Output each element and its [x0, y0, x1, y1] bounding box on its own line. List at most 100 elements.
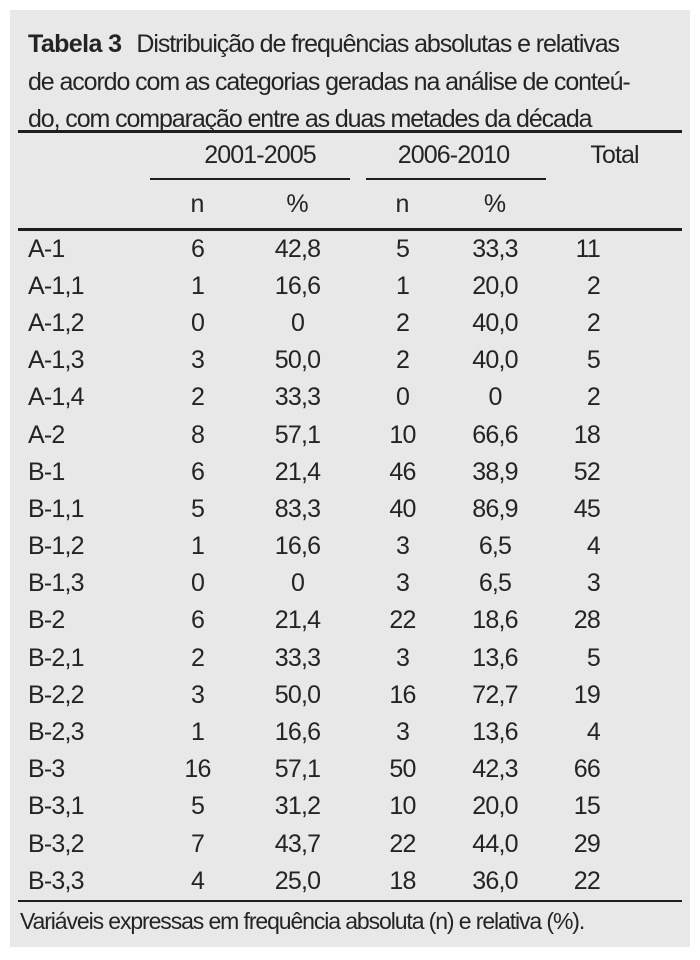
column-group-header-row: 2001-2005 2006-2010 Total — [18, 133, 682, 178]
cell-n-2006-2010: 16 — [389, 680, 416, 709]
table-panel: Tabela 3 Distribuição de frequências abso… — [10, 10, 690, 947]
cell-total: 29 — [573, 829, 601, 858]
row-category: B-1 — [28, 457, 65, 486]
table-row: B-2,2 3 50,0 16 72,7 19 — [18, 677, 682, 714]
cell-n-2001-2005: 1 — [190, 271, 205, 300]
cell-pct-2001-2005: 33,3 — [274, 643, 321, 672]
cell-pct-2006-2010: 6,5 — [478, 569, 512, 598]
row-category: B-3,1 — [28, 792, 85, 821]
cell-pct-2006-2010: 38,9 — [472, 457, 518, 486]
subheader-n-2001-2005: n — [190, 189, 205, 218]
group-underlines-row — [18, 177, 682, 180]
table-row: B-2,1 2 33,3 3 13,6 5 — [18, 640, 682, 677]
cell-pct-2001-2005: 0 — [290, 308, 305, 337]
subheader-n-2006-2010: n — [395, 189, 410, 218]
cell-n-2001-2005: 8 — [190, 420, 205, 449]
table-caption: Tabela 3 Distribuição de frequências abso… — [28, 26, 684, 139]
cell-pct-2001-2005: 16,6 — [274, 532, 321, 561]
cell-pct-2001-2005: 83,3 — [274, 494, 321, 523]
cell-pct-2006-2010: 40,0 — [472, 308, 518, 337]
cell-pct-2001-2005: 21,4 — [274, 606, 321, 635]
cell-n-2001-2005: 2 — [190, 383, 205, 412]
cell-n-2001-2005: 3 — [190, 346, 205, 375]
row-category: B-2,1 — [28, 643, 85, 672]
col-group-2001-2005: 2001-2005 — [204, 140, 316, 169]
cell-n-2001-2005: 6 — [190, 606, 205, 635]
cell-pct-2006-2010: 36,0 — [472, 866, 518, 895]
cell-total: 22 — [573, 866, 601, 895]
table-body: A-1 6 42,8 5 33,3 11 A-1,1 1 16,6 1 20,0 2 A-1,2 0 0 2 4… — [18, 231, 682, 900]
group-underline-2001-2005 — [150, 177, 350, 180]
group-underline-2006-2010 — [366, 177, 546, 180]
cell-n-2001-2005: 0 — [190, 569, 205, 598]
subheader-pct-2001-2005: % — [286, 189, 309, 218]
cell-pct-2001-2005: 57,1 — [274, 755, 321, 784]
cell-pct-2001-2005: 43,7 — [274, 829, 321, 858]
cell-n-2006-2010: 3 — [395, 718, 410, 747]
cell-n-2001-2005: 0 — [190, 308, 205, 337]
row-category: B-2 — [28, 606, 65, 635]
cell-total: 15 — [573, 792, 601, 821]
cell-n-2006-2010: 3 — [395, 532, 410, 561]
cell-total: 5 — [586, 643, 601, 672]
table-row: A-1 6 42,8 5 33,3 11 — [18, 231, 682, 268]
row-category: B-1,2 — [28, 532, 85, 561]
table-row: B-3,2 7 43,7 22 44,0 29 — [18, 826, 682, 863]
cell-total: 28 — [573, 606, 601, 635]
cell-pct-2006-2010: 72,7 — [472, 680, 518, 709]
cell-total: 5 — [586, 346, 601, 375]
cell-n-2006-2010: 40 — [389, 494, 416, 523]
cell-total: 4 — [586, 718, 601, 747]
cell-n-2001-2005: 16 — [184, 755, 211, 784]
cell-pct-2006-2010: 42,3 — [472, 755, 518, 784]
table-row: A-1,1 1 16,6 1 20,0 2 — [18, 268, 682, 305]
row-category: B-1,1 — [28, 494, 85, 523]
cell-n-2006-2010: 10 — [389, 792, 416, 821]
row-category: B-3 — [28, 755, 65, 784]
row-category: A-1,4 — [28, 383, 85, 412]
row-category: A-1,1 — [28, 271, 85, 300]
cell-pct-2006-2010: 66,6 — [472, 420, 518, 449]
cell-n-2006-2010: 1 — [395, 271, 410, 300]
cell-pct-2001-2005: 31,2 — [274, 792, 321, 821]
cell-n-2006-2010: 3 — [395, 569, 410, 598]
cell-pct-2006-2010: 20,0 — [472, 792, 518, 821]
subheader-row: n % n % — [18, 180, 682, 228]
cell-total: 2 — [586, 308, 601, 337]
table-row: B-1,2 1 16,6 3 6,5 4 — [18, 528, 682, 565]
cell-pct-2006-2010: 40,0 — [472, 346, 518, 375]
table-row: A-1,2 0 0 2 40,0 2 — [18, 305, 682, 342]
cell-n-2006-2010: 3 — [395, 643, 410, 672]
cell-n-2006-2010: 46 — [389, 457, 416, 486]
cell-pct-2001-2005: 16,6 — [274, 718, 321, 747]
cell-pct-2001-2005: 21,4 — [274, 457, 321, 486]
cell-pct-2001-2005: 16,6 — [274, 271, 321, 300]
cell-n-2006-2010: 5 — [395, 234, 410, 263]
cell-n-2006-2010: 10 — [389, 420, 416, 449]
cell-pct-2001-2005: 25,0 — [274, 866, 321, 895]
cell-pct-2006-2010: 0 — [488, 383, 502, 412]
caption-line-1: Tabela 3 Distribuição de frequências abso… — [28, 26, 684, 64]
cell-pct-2001-2005: 33,3 — [274, 383, 321, 412]
cell-n-2006-2010: 22 — [389, 829, 416, 858]
rule-bottom — [18, 899, 682, 903]
cell-n-2001-2005: 6 — [190, 234, 205, 263]
cell-n-2006-2010: 0 — [395, 383, 410, 412]
cell-n-2006-2010: 50 — [389, 755, 416, 784]
cell-n-2001-2005: 6 — [190, 457, 205, 486]
cell-pct-2001-2005: 50,0 — [274, 346, 321, 375]
cell-pct-2006-2010: 86,9 — [472, 494, 518, 523]
caption-line-3: do, com comparação entre as duas metades… — [28, 105, 593, 133]
row-category: B-2,3 — [28, 718, 85, 747]
cell-n-2001-2005: 7 — [190, 829, 205, 858]
cell-total: 11 — [575, 234, 601, 263]
row-category: B-2,2 — [28, 680, 85, 709]
row-category: B-3,2 — [28, 829, 85, 858]
cell-n-2001-2005: 4 — [190, 866, 205, 895]
row-category: A-1 — [28, 234, 65, 263]
cell-n-2006-2010: 22 — [389, 606, 416, 635]
table-row: B-1 6 21,4 46 38,9 52 — [18, 454, 682, 491]
cell-total: 4 — [586, 532, 601, 561]
cell-pct-2001-2005: 42,8 — [274, 234, 321, 263]
table-row: B-1,3 0 0 3 6,5 3 — [18, 565, 682, 602]
